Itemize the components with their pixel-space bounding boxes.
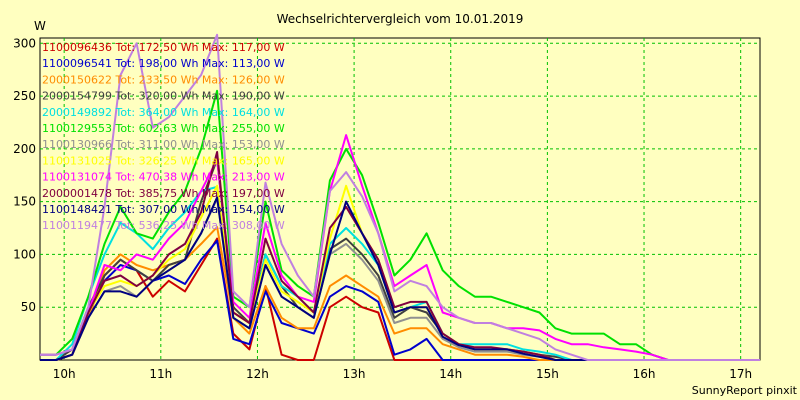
legend: 1100096436 Tot: 172,50 Wh Max: 117,00 W 1… (42, 41, 285, 232)
legend-entry: 2000149892 Tot: 364,00 Wh Max: 164,00 W (42, 106, 285, 119)
series-line (40, 134, 760, 361)
footer-credit: SunnyReport pinxit (692, 384, 798, 397)
x-tick-label: 13h (343, 367, 366, 381)
x-tick-label: 14h (439, 367, 462, 381)
series-line (40, 33, 760, 361)
y-tick-label: 100 (13, 247, 36, 261)
legend-entry: 1100131074 Tot: 470,38 Wh Max: 213,00 W (42, 171, 285, 184)
y-axis-ticks: 50 100 150 200 250 300 (13, 36, 36, 314)
legend-entry: 1100129553 Tot: 602,63 Wh Max: 255,00 W (42, 122, 285, 135)
chart-title: Wechselrichtervergleich vom 10.01.2019 (277, 12, 524, 26)
x-tick-label: 15h (536, 367, 559, 381)
legend-entry: 1100130966 Tot: 311,00 Wh Max: 153,00 W (42, 138, 285, 151)
y-tick-label: 50 (21, 300, 36, 314)
legend-entry: 1100119477 Tot: 536,25 Wh Max: 308,00 W (42, 219, 285, 232)
series-line (40, 89, 760, 361)
x-tick-label: 10h (53, 367, 76, 381)
y-tick-label: 200 (13, 142, 36, 156)
x-axis-ticks: 10h 11h 12h 13h 14h 15h 16h 17h (53, 367, 752, 381)
legend-entry: 2000150622 Tot: 233,50 Wh Max: 126,00 W (42, 73, 285, 86)
y-axis-unit: W (34, 19, 46, 33)
x-tick-label: 12h (246, 367, 269, 381)
legend-entry: 1100131025 Tot: 326,25 Wh Max: 165,00 W (42, 154, 285, 167)
y-tick-label: 250 (13, 89, 36, 103)
x-tick-label: 11h (149, 367, 172, 381)
legend-entry: 2000001478 Tot: 385,75 Wh Max: 197,00 W (42, 187, 285, 200)
grid (40, 38, 760, 360)
y-tick-label: 150 (13, 195, 36, 209)
x-tick-label: 17h (729, 367, 752, 381)
legend-entry: 2000154799 Tot: 320,00 Wh Max: 190,00 W (42, 90, 285, 103)
legend-entry: 1100148421 Tot: 307,00 Wh Max: 154,00 W (42, 203, 285, 216)
legend-entry: 1100096436 Tot: 172,50 Wh Max: 117,00 W (42, 41, 285, 54)
legend-entry: 1100096541 Tot: 198,00 Wh Max: 113,00 W (42, 57, 285, 70)
x-tick-label: 16h (633, 367, 656, 381)
series-lines (40, 33, 760, 361)
y-tick-label: 300 (13, 36, 36, 50)
